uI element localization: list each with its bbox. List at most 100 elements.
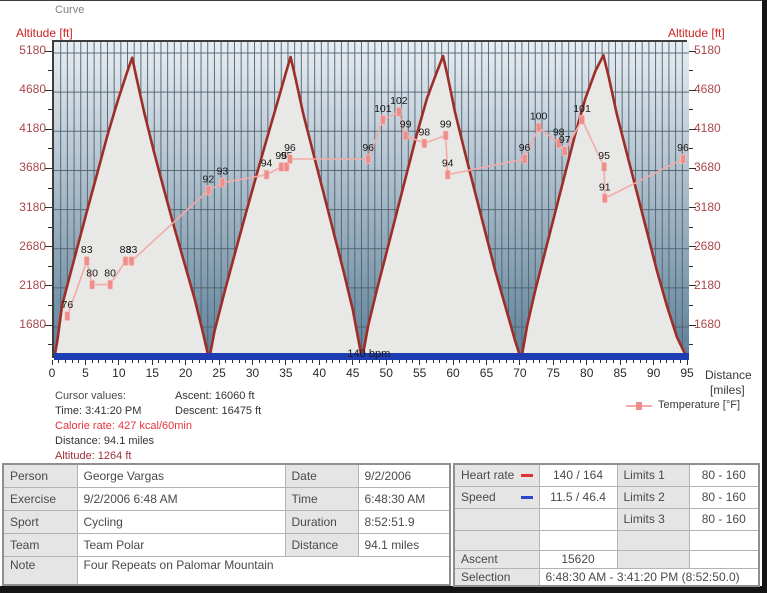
exercise-value: 9/2/2006 6:48 AM xyxy=(77,487,285,510)
x-tick-mark xyxy=(687,360,688,365)
x-minor-tick-mark xyxy=(680,360,681,363)
x-axis-tick-label: 15 xyxy=(139,366,165,380)
temperature-point-label: 96 xyxy=(519,142,531,154)
x-minor-tick-mark xyxy=(546,360,547,363)
window-border-top xyxy=(0,0,767,1)
x-axis-tick-label: 0 xyxy=(39,366,65,380)
empty-value-cell xyxy=(689,530,759,550)
y-axis-tick-label-left: 4680 xyxy=(8,82,46,96)
y-tick-mark xyxy=(689,285,696,286)
legend-temperature-label: Temperature [°F] xyxy=(658,399,740,411)
x-axis-tick-label: 70 xyxy=(507,366,533,380)
x-minor-tick-mark xyxy=(339,360,340,363)
x-minor-tick-mark xyxy=(125,360,126,363)
duration-value: 8:52:51.9 xyxy=(358,510,450,533)
x-tick-mark xyxy=(386,360,387,365)
x-minor-tick-mark xyxy=(506,360,507,363)
x-minor-tick-mark xyxy=(58,360,59,363)
y-minor-tick-mark xyxy=(689,266,693,267)
x-minor-tick-mark xyxy=(306,360,307,363)
temperature-point-label: 96 xyxy=(362,142,374,154)
y-tick-mark xyxy=(689,325,696,326)
x-minor-tick-mark xyxy=(165,360,166,363)
x-minor-tick-mark xyxy=(212,360,213,363)
time-value: 6:48:30 AM xyxy=(358,487,450,510)
x-axis-title-units: [miles] xyxy=(710,383,745,397)
y-minor-tick-mark xyxy=(48,305,52,306)
cursor-value-line: Time: 3:41:20 PM xyxy=(55,404,192,419)
x-axis-tick-label: 25 xyxy=(206,366,232,380)
y-tick-mark xyxy=(689,207,696,208)
x-minor-tick-mark xyxy=(573,360,574,363)
empty-label-cell xyxy=(617,530,689,550)
y-axis-tick-label-left: 4180 xyxy=(8,121,46,135)
heart-rate-annotation: 140 bpm xyxy=(347,348,390,360)
x-tick-mark xyxy=(519,360,520,365)
temperature-point-label: 98 xyxy=(418,126,430,138)
x-axis-tick-label: 80 xyxy=(574,366,600,380)
temperature-point-label: 83 xyxy=(126,244,138,256)
x-minor-tick-mark xyxy=(606,360,607,363)
temperature-point-label: 99 xyxy=(400,118,412,130)
x-tick-mark xyxy=(352,360,353,365)
temperature-legend-marker-icon xyxy=(626,401,652,410)
y-axis-title-right: Altitude [ft] xyxy=(668,26,725,40)
x-minor-tick-mark xyxy=(600,360,601,363)
x-minor-tick-mark xyxy=(433,360,434,363)
x-minor-tick-mark xyxy=(466,360,467,363)
x-minor-tick-mark xyxy=(332,360,333,363)
x-minor-tick-mark xyxy=(479,360,480,363)
altitude-temperature-chart-plot-area[interactable]: 7683808083839293949595969610110299989994… xyxy=(52,40,687,358)
temperature-point-label: 83 xyxy=(81,244,93,256)
y-minor-tick-mark xyxy=(689,148,693,149)
x-minor-tick-mark xyxy=(132,360,133,363)
x-minor-tick-mark xyxy=(560,360,561,363)
y-axis-tick-label-left: 3180 xyxy=(8,200,46,214)
x-minor-tick-mark xyxy=(205,360,206,363)
y-tick-mark xyxy=(45,129,52,130)
sport-value: Cycling xyxy=(77,510,285,533)
x-minor-tick-mark xyxy=(613,360,614,363)
person-label: Person xyxy=(3,464,77,487)
limits-1-label: Limits 1 xyxy=(617,464,689,486)
x-axis-tick-label: 35 xyxy=(273,366,299,380)
y-minor-tick-mark xyxy=(689,344,693,345)
x-minor-tick-mark xyxy=(192,360,193,363)
x-axis-tick-label: 45 xyxy=(340,366,366,380)
limits-3-value: 80 - 160 xyxy=(689,508,759,530)
y-tick-mark xyxy=(45,51,52,52)
ascent-descent-line: Descent: 16475 ft xyxy=(175,404,261,419)
ascent-label: Ascent xyxy=(454,550,539,568)
x-minor-tick-mark xyxy=(633,360,634,363)
y-minor-tick-mark xyxy=(689,227,693,228)
x-minor-tick-mark xyxy=(92,360,93,363)
x-minor-tick-mark xyxy=(225,360,226,363)
chart-canvas[interactable]: 7683808083839293949595969610110299989994… xyxy=(54,42,689,360)
x-axis-tick-label: 40 xyxy=(306,366,332,380)
y-tick-mark xyxy=(45,285,52,286)
x-minor-tick-mark xyxy=(640,360,641,363)
x-minor-tick-mark xyxy=(158,360,159,363)
y-axis-tick-label-left: 2680 xyxy=(8,239,46,253)
x-minor-tick-mark xyxy=(372,360,373,363)
temperature-point-label: 100 xyxy=(530,111,548,123)
x-axis-tick-label: 10 xyxy=(106,366,132,380)
x-minor-tick-mark xyxy=(65,360,66,363)
y-axis-tick-label-right: 3680 xyxy=(694,160,732,174)
x-minor-tick-mark xyxy=(446,360,447,363)
x-minor-tick-mark xyxy=(346,360,347,363)
x-axis-tick-label: 5 xyxy=(72,366,98,380)
x-minor-tick-mark xyxy=(292,360,293,363)
ascent-descent-line: Ascent: 16060 ft xyxy=(175,389,261,404)
empty-value-cell xyxy=(539,530,617,550)
x-minor-tick-mark xyxy=(392,360,393,363)
date-label: Date xyxy=(285,464,358,487)
heart-rate-label: Heart rate xyxy=(454,464,539,486)
x-minor-tick-mark xyxy=(626,360,627,363)
temperature-point-label: 101 xyxy=(374,103,392,115)
x-tick-mark xyxy=(185,360,186,365)
x-minor-tick-mark xyxy=(72,360,73,363)
y-tick-mark xyxy=(689,129,696,130)
team-value: Team Polar xyxy=(77,533,285,556)
empty-label-cell xyxy=(454,530,539,550)
